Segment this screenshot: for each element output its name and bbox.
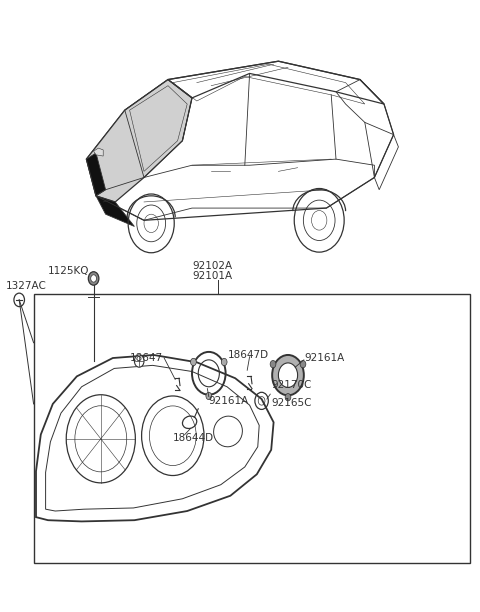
Circle shape: [300, 360, 306, 368]
Text: 92102A: 92102A: [192, 261, 232, 271]
Circle shape: [88, 272, 99, 285]
Text: 18647: 18647: [130, 353, 163, 363]
Text: 92165C: 92165C: [271, 398, 312, 408]
Polygon shape: [96, 196, 134, 226]
Circle shape: [134, 355, 144, 367]
Circle shape: [91, 275, 96, 282]
Circle shape: [206, 392, 212, 400]
Text: 1327AC: 1327AC: [6, 282, 47, 291]
Bar: [34, 294, 470, 563]
Polygon shape: [86, 80, 192, 202]
Text: 92101A: 92101A: [192, 271, 232, 281]
Circle shape: [278, 363, 298, 387]
Text: 92170C: 92170C: [271, 381, 312, 390]
Polygon shape: [86, 153, 106, 196]
Text: 18647D: 18647D: [228, 350, 269, 360]
Circle shape: [191, 358, 196, 365]
Text: 92161A: 92161A: [305, 353, 345, 363]
Circle shape: [221, 358, 227, 365]
Polygon shape: [94, 148, 103, 156]
Circle shape: [285, 394, 291, 401]
Text: 18644D: 18644D: [173, 433, 214, 442]
Circle shape: [272, 355, 304, 395]
Circle shape: [270, 360, 276, 368]
Text: 1125KQ: 1125KQ: [48, 266, 89, 275]
Text: 92161A: 92161A: [209, 396, 249, 406]
